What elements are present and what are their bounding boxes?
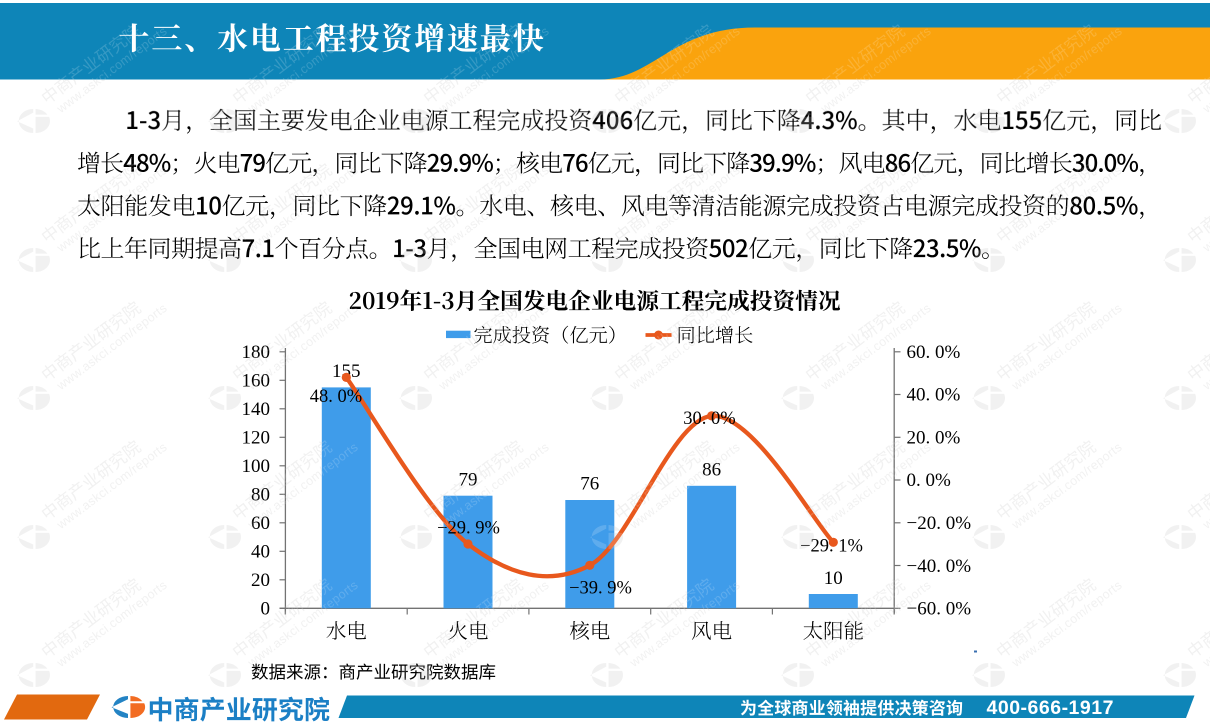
svg-text:20. 0%: 20. 0% [907,428,961,449]
svg-text:0. 0%: 0. 0% [907,470,952,491]
svg-text:20: 20 [251,570,270,591]
svg-text:76: 76 [580,474,599,495]
svg-text:140: 140 [242,399,271,420]
svg-text:79: 79 [459,469,478,490]
svg-text:−29. 1%: −29. 1% [800,537,863,557]
svg-text:−39. 9%: −39. 9% [569,579,632,599]
svg-text:−20. 0%: −20. 0% [907,513,972,534]
svg-text:155: 155 [332,361,361,382]
svg-text:30. 0%: 30. 0% [683,409,735,429]
svg-text:120: 120 [242,428,271,449]
svg-text:40. 0%: 40. 0% [907,385,961,406]
svg-text:180: 180 [242,342,271,363]
svg-text:80: 80 [251,485,270,506]
svg-text:40: 40 [251,542,270,563]
svg-text:10: 10 [824,568,843,589]
svg-text:−60. 0%: −60. 0% [907,599,972,620]
svg-text:−40. 0%: −40. 0% [907,556,972,577]
svg-text:400-666-1917: 400-666-1917 [987,697,1114,719]
svg-text:0: 0 [261,599,271,620]
svg-text:60. 0%: 60. 0% [907,342,961,363]
svg-text:48. 0%: 48. 0% [310,387,362,407]
svg-text:100: 100 [242,456,271,477]
